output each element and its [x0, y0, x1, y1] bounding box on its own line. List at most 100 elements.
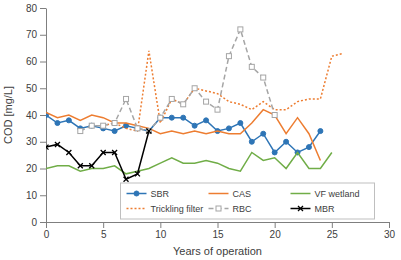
- marker: [204, 118, 209, 123]
- tick-label: 70: [26, 29, 38, 40]
- legend: SBR CAS VF wetland Trickling filter RBC MBR: [121, 183, 375, 219]
- legend-line: [291, 193, 311, 195]
- marker: [318, 129, 323, 134]
- plot: 0 5 10 15 20 25 30 0 10 20 30 40 50 60 70 80 SBR CAS VF we…: [26, 3, 396, 240]
- marker: [158, 115, 163, 120]
- marker: [101, 123, 106, 128]
- tick-label: 60: [26, 56, 38, 67]
- marker: [306, 145, 311, 150]
- y-axis: 0 10 20 30 40 50 60 70 80: [26, 3, 47, 228]
- x-axis-title: Years of operation: [173, 245, 262, 257]
- marker: [284, 139, 289, 144]
- tick-label: 10: [26, 190, 38, 201]
- tick: 30: [26, 136, 46, 147]
- tick: 60: [26, 56, 46, 67]
- marker: [272, 150, 277, 155]
- marker: [66, 150, 71, 155]
- tick-label: 20: [270, 229, 282, 240]
- marker: [158, 115, 163, 120]
- series-line: [103, 51, 343, 131]
- tick: 50: [26, 83, 46, 94]
- marker: [226, 54, 231, 59]
- marker: [112, 121, 117, 126]
- marker: [135, 171, 140, 176]
- tick-mark: [103, 222, 104, 228]
- tick: 15: [212, 222, 224, 240]
- data-layer: [46, 27, 343, 182]
- marker: [192, 123, 197, 128]
- x-axis: 0 5 10 15 20 25 30: [44, 222, 396, 240]
- tick-mark: [332, 222, 333, 228]
- tick: 10: [26, 190, 46, 201]
- legend-box: [121, 183, 375, 219]
- tick: 10: [155, 222, 167, 240]
- marker: [192, 86, 197, 91]
- tick-label: 10: [155, 229, 167, 240]
- marker: [112, 129, 117, 134]
- tick: 20: [270, 222, 282, 240]
- tick-label: 0: [31, 217, 37, 228]
- legend-marker: [134, 191, 139, 196]
- marker: [169, 96, 174, 101]
- marker: [249, 64, 254, 69]
- marker: [66, 118, 71, 123]
- marker: [135, 126, 140, 131]
- marker: [89, 123, 94, 128]
- marker: [226, 126, 231, 131]
- tick-mark: [275, 222, 276, 228]
- legend-line: [127, 208, 147, 210]
- tick-label: 0: [44, 229, 50, 240]
- marker: [215, 107, 220, 112]
- legend-item: SBR: [127, 189, 170, 199]
- tick-label: 50: [26, 83, 38, 94]
- legend-item: CAS: [209, 189, 252, 199]
- legend-label: SBR: [151, 189, 170, 199]
- legend-line: [209, 193, 229, 195]
- marker: [55, 142, 60, 147]
- tick: 80: [26, 3, 46, 14]
- marker: [89, 123, 94, 128]
- marker: [46, 145, 49, 150]
- tick-label: 30: [26, 136, 38, 147]
- marker: [101, 150, 106, 155]
- legend-item: VF wetland: [291, 189, 360, 199]
- tick: 20: [26, 163, 46, 174]
- marker: [169, 115, 174, 120]
- tick-label: 80: [26, 3, 38, 14]
- legend-label: Trickling filter: [151, 204, 204, 214]
- chart: 0 5 10 15 20 25 30 0 10 20 30 40 50 60 70 80 SBR CAS VF we…: [0, 0, 401, 260]
- tick: 25: [327, 222, 339, 240]
- y-axis-title: COD [mg/L]: [2, 86, 14, 144]
- marker: [238, 121, 243, 126]
- tick-mark: [40, 142, 46, 143]
- legend-label: CAS: [233, 189, 252, 199]
- tick-label: 40: [26, 110, 38, 121]
- marker: [181, 115, 186, 120]
- marker: [146, 129, 151, 134]
- tick: 70: [26, 29, 46, 40]
- marker: [238, 27, 243, 32]
- tick-label: 5: [101, 229, 107, 240]
- tick-mark: [40, 35, 46, 36]
- tick-mark: [40, 88, 46, 89]
- legend-label: RBC: [233, 204, 253, 214]
- marker: [55, 121, 60, 126]
- marker: [181, 102, 186, 107]
- tick: 40: [26, 110, 46, 121]
- legend-label: VF wetland: [315, 189, 360, 199]
- tick-mark: [40, 8, 46, 9]
- marker: [112, 150, 117, 155]
- legend-item: Trickling filter: [127, 204, 204, 214]
- series-line: [46, 131, 149, 179]
- legend-label: MBR: [315, 204, 336, 214]
- series-line: [80, 29, 274, 131]
- legend-item: RBC: [209, 204, 253, 214]
- marker: [78, 129, 83, 134]
- marker: [89, 163, 94, 168]
- series-line: [46, 110, 320, 161]
- tick-label: 30: [384, 229, 396, 240]
- marker: [124, 96, 129, 101]
- legend-marker: [216, 206, 221, 211]
- tick-label: 20: [26, 163, 38, 174]
- tick-mark: [389, 222, 390, 228]
